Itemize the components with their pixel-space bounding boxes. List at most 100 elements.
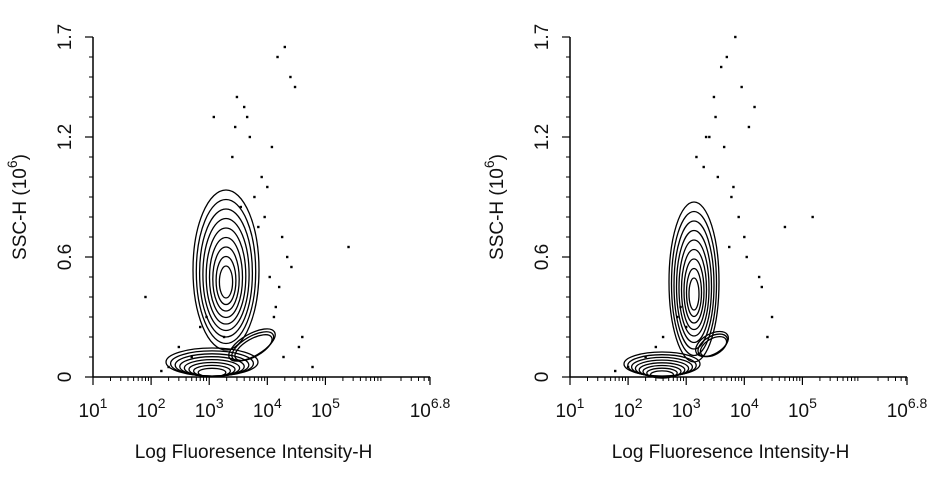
x-tick-label: 101 bbox=[79, 395, 108, 422]
x-tick-base: 10 bbox=[672, 401, 693, 422]
event-dot bbox=[276, 55, 279, 59]
x-tick-exponent: 2 bbox=[158, 395, 166, 411]
contour bbox=[649, 370, 675, 379]
x-tick-label: 106.8 bbox=[410, 395, 451, 422]
contour bbox=[195, 198, 257, 345]
contour bbox=[218, 265, 234, 299]
x-tick-label: 106.8 bbox=[887, 395, 928, 422]
event-dot bbox=[266, 185, 269, 189]
contour bbox=[699, 335, 728, 358]
event-dot bbox=[274, 305, 278, 309]
event-dot bbox=[257, 225, 260, 229]
event-dot bbox=[811, 215, 814, 219]
y-tick-label: 0.6 bbox=[532, 244, 553, 270]
event-dot bbox=[695, 155, 698, 159]
event-dot bbox=[144, 295, 147, 299]
x-tick-base: 10 bbox=[79, 401, 100, 422]
x-tick-label: 102 bbox=[614, 395, 643, 422]
x-tick-exponent: 1 bbox=[577, 395, 585, 411]
event-dot bbox=[760, 285, 764, 289]
y-tick-label: 0 bbox=[532, 372, 553, 383]
event-dot bbox=[282, 355, 285, 359]
event-dot bbox=[248, 135, 252, 139]
event-dot bbox=[177, 345, 181, 349]
event-dot bbox=[167, 365, 170, 369]
event-dot bbox=[160, 369, 163, 373]
x-tick-base: 10 bbox=[556, 401, 577, 422]
event-dot bbox=[293, 85, 297, 89]
event-dot bbox=[728, 245, 731, 249]
event-dot bbox=[347, 245, 350, 249]
event-dot bbox=[730, 195, 733, 199]
event-dot bbox=[644, 355, 647, 359]
x-tick-label: 105 bbox=[788, 395, 817, 422]
event-dot bbox=[708, 135, 711, 139]
contour bbox=[670, 210, 718, 357]
event-dot bbox=[239, 205, 243, 209]
event-dot bbox=[297, 345, 301, 349]
x-axis-label: Log Fluoresence Intensity-H bbox=[135, 442, 373, 463]
x-tick-label: 104 bbox=[253, 395, 282, 422]
event-dot bbox=[290, 265, 293, 269]
x-tick-base: 10 bbox=[410, 401, 431, 422]
x-tick-label: 101 bbox=[556, 395, 585, 422]
event-dot bbox=[679, 305, 682, 309]
event-dot bbox=[311, 365, 314, 369]
y-label-suffix: ) bbox=[10, 154, 31, 160]
event-dot bbox=[676, 315, 679, 319]
event-dot bbox=[242, 105, 246, 109]
contour bbox=[688, 277, 700, 311]
event-dot bbox=[725, 55, 729, 59]
x-tick-exponent: 6.8 bbox=[431, 395, 451, 411]
x-tick-exponent: 3 bbox=[693, 395, 701, 411]
contour bbox=[215, 255, 237, 306]
event-dot bbox=[704, 135, 708, 139]
event-dot bbox=[286, 255, 289, 259]
event-dot bbox=[745, 255, 748, 259]
event-dot bbox=[770, 315, 774, 319]
y-label-suffix: ) bbox=[487, 154, 508, 160]
event-dot bbox=[732, 185, 735, 189]
event-dot bbox=[654, 345, 658, 349]
event-dot bbox=[222, 335, 226, 339]
contour bbox=[685, 267, 703, 318]
event-dot bbox=[283, 45, 287, 49]
event-dot bbox=[716, 175, 720, 179]
y-label-exponent: 6 bbox=[4, 160, 20, 168]
x-tick-exponent: 3 bbox=[216, 395, 224, 411]
y-label-text: SSC-H (10 bbox=[487, 168, 508, 260]
event-dot bbox=[205, 315, 208, 319]
contour bbox=[202, 217, 250, 332]
y-tick-label: 1.7 bbox=[532, 24, 553, 50]
event-dot bbox=[289, 75, 292, 79]
event-dot bbox=[277, 285, 281, 289]
y-label-exponent: 6 bbox=[481, 160, 497, 168]
y-tick-label: 0.6 bbox=[55, 244, 76, 270]
event-dot bbox=[190, 355, 193, 359]
event-dot bbox=[270, 145, 274, 149]
event-dot bbox=[263, 215, 266, 219]
event-dot bbox=[245, 115, 249, 119]
event-dot bbox=[743, 235, 746, 239]
event-dot bbox=[280, 235, 284, 239]
x-tick-base: 10 bbox=[253, 401, 274, 422]
y-tick-label: 1.7 bbox=[55, 24, 76, 50]
event-dot bbox=[268, 275, 271, 279]
y-tick-label: 0 bbox=[55, 372, 76, 383]
event-dot bbox=[235, 95, 239, 99]
x-tick-base: 10 bbox=[137, 401, 158, 422]
event-dot bbox=[714, 115, 717, 119]
event-dot bbox=[747, 125, 751, 129]
event-dot bbox=[783, 225, 787, 229]
event-dot bbox=[661, 335, 665, 339]
x-tick-exponent: 6.8 bbox=[908, 395, 928, 411]
event-dot bbox=[199, 325, 202, 329]
x-tick-exponent: 5 bbox=[809, 395, 817, 411]
event-dot bbox=[753, 105, 756, 109]
event-dot bbox=[260, 175, 263, 179]
event-dot bbox=[719, 65, 723, 69]
x-tick-base: 10 bbox=[195, 401, 216, 422]
event-dot bbox=[614, 369, 617, 373]
contour bbox=[675, 229, 713, 344]
